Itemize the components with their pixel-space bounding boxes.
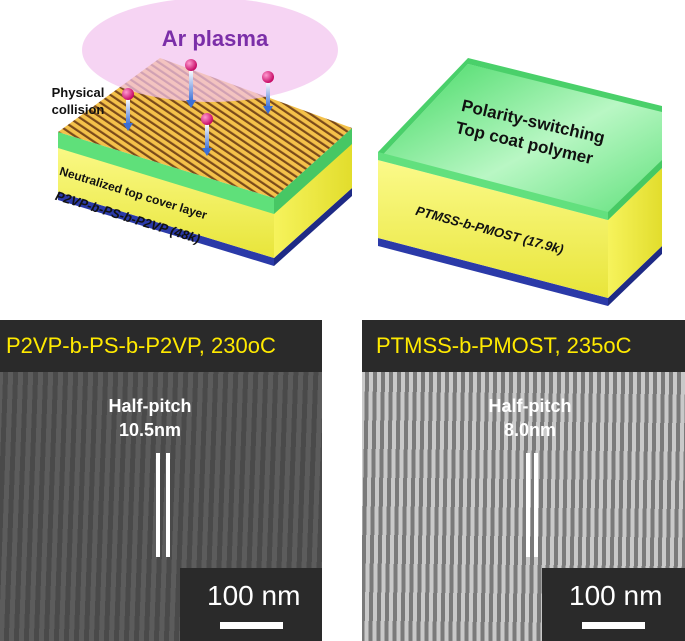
right-film-stack	[378, 58, 662, 306]
half-pitch-left-value: 10.5nm	[118, 420, 182, 440]
left-cover-layer	[58, 132, 274, 214]
half-pitch-left-label: Half-pitch	[108, 396, 192, 416]
right-substrate	[378, 238, 608, 306]
scale-bar-left	[220, 622, 283, 629]
right-film-front	[378, 160, 608, 298]
left-substrate	[58, 192, 274, 266]
ar-plasma-cloud	[82, 0, 338, 102]
half-pitch-right-value: 8.0nm	[503, 420, 557, 440]
sem-image-right: PTMSS-b-PMOST, 235oC Half-pitch 8.0nm 10…	[362, 320, 685, 641]
pitch-marker-right-2	[534, 453, 538, 557]
scale-bar-right	[582, 622, 645, 629]
sem-left-title: P2VP-b-PS-b-P2VP, 230oC	[0, 320, 322, 372]
half-pitch-left: Half-pitch 10.5nm	[90, 394, 210, 442]
scale-bar-box-left: 100 nm	[180, 568, 322, 641]
sem-image-left: P2VP-b-PS-b-P2VP, 230oC Half-pitch 10.5n…	[0, 320, 322, 641]
sem-right-title-text: PTMSS-b-PMOST, 235oC	[376, 333, 632, 358]
half-pitch-right-label: Half-pitch	[488, 396, 572, 416]
pitch-marker-left-1	[156, 453, 160, 557]
ion-ball	[185, 59, 197, 71]
pitch-marker-left-2	[166, 453, 170, 557]
scale-bar-left-label: 100 nm	[207, 580, 301, 611]
scale-bar-box-right: 100 nm	[542, 568, 685, 641]
half-pitch-right: Half-pitch 8.0nm	[470, 394, 590, 442]
sem-right-title: PTMSS-b-PMOST, 235oC	[362, 320, 685, 372]
ion-particles	[122, 59, 274, 156]
ion-ball	[201, 113, 213, 125]
ion-ball	[122, 88, 134, 100]
left-film-front	[58, 140, 274, 258]
physical-collision-label: Physical collision	[51, 85, 105, 117]
scale-bar-right-label: 100 nm	[569, 580, 663, 611]
ar-plasma-label: Ar plasma	[161, 26, 269, 51]
pitch-marker-right-1	[526, 453, 530, 557]
sem-left-title-text: P2VP-b-PS-b-P2VP, 230oC	[6, 333, 276, 358]
ion-ball	[262, 71, 274, 83]
right-topcoat-top	[378, 64, 662, 220]
